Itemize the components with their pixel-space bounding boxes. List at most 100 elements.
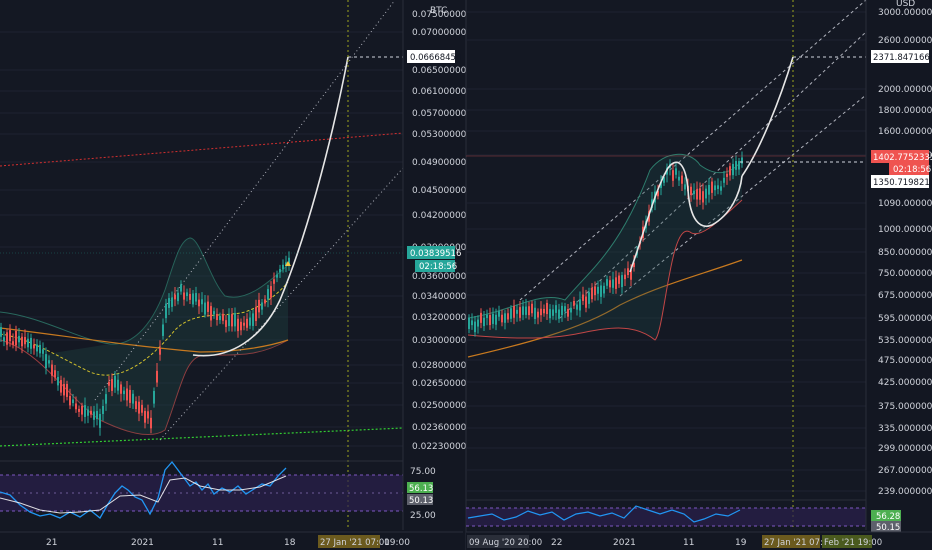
left-green-support bbox=[0, 427, 404, 447]
candle-body bbox=[234, 312, 236, 327]
left-rsi-line bbox=[0, 460, 287, 519]
candle-body bbox=[558, 309, 560, 319]
candle-body bbox=[534, 307, 536, 319]
candle-body bbox=[42, 349, 44, 354]
left-rsi-value-tag bbox=[407, 482, 433, 493]
candle-body bbox=[741, 157, 743, 164]
right-price-tick-label: 750.00000000 bbox=[878, 269, 932, 279]
left-time-axis[interactable]: 21 2021 11 18 27 Jan '21 07:00 19:00 bbox=[0, 531, 463, 550]
candle-body bbox=[729, 166, 731, 176]
candle-body bbox=[702, 191, 704, 203]
right-price-tick-label: 3000.00000000 bbox=[878, 8, 932, 18]
candle-body bbox=[6, 332, 8, 345]
left-price-tick-label: 0.02230000 bbox=[412, 442, 467, 452]
candle-body bbox=[477, 319, 479, 327]
candle-body bbox=[165, 303, 167, 319]
candle-body bbox=[501, 314, 503, 323]
right-time-axis[interactable]: 09 Aug '20 20:00 22 2021 11 19 27 Jan '2… bbox=[466, 531, 932, 550]
right-rsi-signal-value: 50.15 bbox=[876, 523, 900, 533]
candle-body bbox=[231, 314, 233, 327]
candle-body bbox=[12, 341, 14, 345]
right-crosshair-end-tag bbox=[822, 535, 872, 548]
candle-body bbox=[198, 299, 200, 307]
right-countdown-tag bbox=[889, 163, 929, 175]
candle-body bbox=[480, 312, 482, 323]
right-price-axis[interactable]: USD 3000.00000000 2600.00000000 2000.00000… bbox=[865, 0, 932, 533]
right-start-time-tag bbox=[467, 535, 529, 548]
candle-body bbox=[486, 314, 488, 318]
candle-body bbox=[678, 176, 680, 181]
candle-body bbox=[468, 317, 470, 329]
right-price-tick-label: 1090.00000000 bbox=[878, 199, 932, 209]
candle-body bbox=[633, 262, 635, 268]
candle-body bbox=[675, 168, 677, 175]
left-bb-upper bbox=[0, 237, 289, 345]
right-time-label-3: 2021 bbox=[613, 538, 636, 548]
left-rsi-signal-value: 50.13 bbox=[409, 496, 433, 506]
right-bb-fill bbox=[468, 154, 742, 340]
candle-body bbox=[708, 184, 710, 195]
candle-body bbox=[690, 186, 692, 195]
left-time-label-4: 18 bbox=[284, 538, 296, 548]
right-chart-pane[interactable] bbox=[465, 0, 867, 550]
candle-body bbox=[282, 264, 284, 270]
right-rsi-value: 56.28 bbox=[876, 512, 900, 522]
candle-body bbox=[249, 317, 251, 326]
candle-body bbox=[75, 403, 77, 410]
candle-body bbox=[264, 299, 266, 304]
candle-body bbox=[18, 335, 20, 343]
candle-body bbox=[660, 181, 662, 188]
candle-body bbox=[243, 322, 245, 326]
left-target-price-tag bbox=[407, 50, 455, 63]
candle-body bbox=[549, 309, 551, 319]
left-crosshair-time-tag bbox=[318, 535, 380, 548]
candle-body bbox=[537, 311, 539, 318]
candle-body bbox=[510, 308, 512, 319]
right-level-price-tag bbox=[871, 175, 929, 188]
candle-body bbox=[189, 293, 191, 300]
left-price-tick-label: 0.05700000 bbox=[412, 109, 467, 119]
left-target-price: 0.06668454 bbox=[410, 53, 461, 63]
candle-body bbox=[204, 302, 206, 315]
left-price-axis[interactable]: 0.07000000 0.06500000 0.06100000 0.05700000… bbox=[402, 0, 467, 530]
candle-body bbox=[258, 299, 260, 313]
left-alert-triangle bbox=[285, 261, 291, 266]
candle-body bbox=[120, 384, 122, 394]
right-price-tick-label: 375.00000000 bbox=[878, 402, 932, 412]
candle-body bbox=[15, 330, 17, 346]
left-price-tick-label: 0.02800000 bbox=[412, 361, 467, 371]
candle-body bbox=[171, 297, 173, 307]
right-price-tick-label: 850.00000000 bbox=[878, 248, 932, 258]
right-price-tick-label: 475.00000000 bbox=[878, 356, 932, 366]
candle-body bbox=[141, 404, 143, 413]
candle-body bbox=[582, 294, 584, 301]
left-price-tick-label: 0.03600000 bbox=[412, 272, 467, 282]
candle-body bbox=[63, 383, 65, 396]
left-rsi-level-75: 75.00 bbox=[410, 467, 436, 477]
candle-body bbox=[108, 381, 110, 386]
candle-body bbox=[48, 360, 50, 364]
right-time-label-4: 11 bbox=[683, 538, 694, 548]
left-channel-lower bbox=[159, 167, 404, 441]
candle-body bbox=[21, 336, 23, 347]
left-rsi-level-25: 25.00 bbox=[410, 511, 436, 521]
candle-body bbox=[36, 344, 38, 352]
right-rsi-line bbox=[467, 505, 741, 523]
candle-body bbox=[711, 181, 713, 193]
candle-body bbox=[93, 411, 95, 420]
candle-body bbox=[627, 268, 629, 276]
candle-body bbox=[474, 321, 476, 333]
right-price-tick-label: 239.00000000 bbox=[878, 487, 932, 497]
candle-body bbox=[576, 304, 578, 310]
right-price-tick-label: 595.00000000 bbox=[878, 314, 932, 324]
candle-body bbox=[96, 411, 98, 420]
right-price-tick-label: 1800.00000000 bbox=[878, 106, 932, 116]
left-chart-pane[interactable] bbox=[0, 0, 404, 530]
right-price-tick-label: 1600.00000000 bbox=[878, 127, 932, 137]
candle-body bbox=[531, 303, 533, 314]
candle-body bbox=[483, 317, 485, 327]
candle-body bbox=[699, 188, 701, 200]
candle-body bbox=[78, 408, 80, 412]
left-price-tick-label: 0.03400000 bbox=[412, 292, 467, 302]
